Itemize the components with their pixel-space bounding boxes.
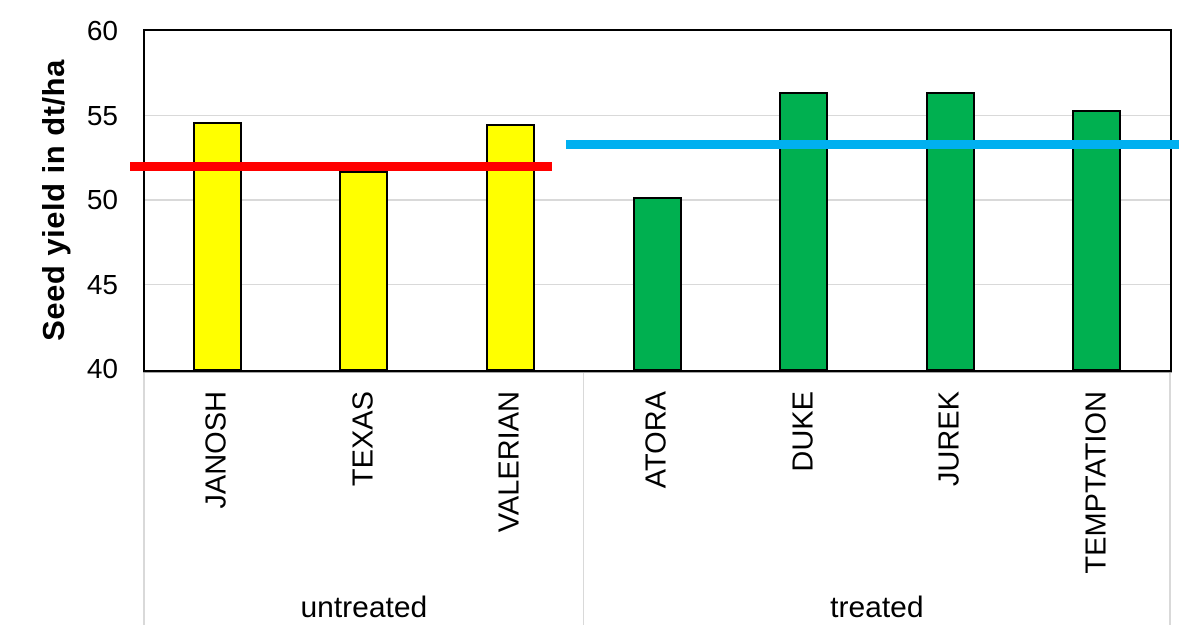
plot-area-border: [142, 28, 1172, 372]
y-tick-label-60: 60: [86, 15, 118, 46]
bar-atora: [632, 196, 682, 371]
category-label-atora: ATORA: [640, 391, 673, 489]
bar-temptation: [1072, 110, 1122, 371]
bar-jurek: [925, 91, 975, 371]
category-label-texas: TEXAS: [347, 391, 380, 487]
category-divider-line-2: [1169, 373, 1171, 625]
category-label-janosh: JANOSH: [200, 391, 233, 509]
y-tick-label-55: 55: [86, 99, 118, 131]
group-label-untreated: untreated: [300, 591, 428, 624]
y-tick-label-45: 45: [86, 268, 118, 300]
category-axis-line: [142, 371, 1172, 373]
group-label-treated: treated: [830, 591, 924, 624]
category-label-jurek: JUREK: [933, 391, 966, 487]
category-divider-line-0: [143, 373, 145, 625]
category-label-temptation: TEMPTATION: [1080, 391, 1113, 574]
y-tick-label-50: 50: [86, 184, 118, 215]
category-divider-line-1: [582, 373, 585, 625]
bar-duke: [779, 91, 829, 371]
bar-texas: [339, 171, 389, 371]
gridline-55: [144, 114, 1170, 117]
treated-mean-line: [566, 139, 1179, 149]
y-tick-label-40: 40: [86, 353, 118, 384]
untreated-mean-line: [130, 161, 552, 171]
category-label-valerian: VALERIAN: [493, 391, 526, 533]
category-label-duke: DUKE: [787, 391, 820, 472]
